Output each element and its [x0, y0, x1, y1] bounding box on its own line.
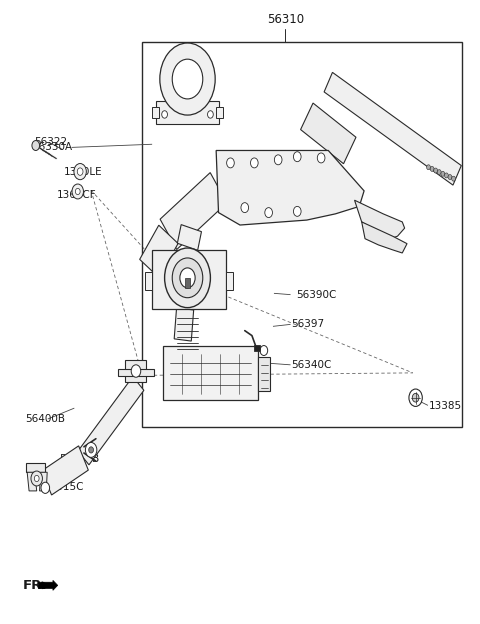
Polygon shape: [152, 250, 226, 309]
Polygon shape: [39, 472, 47, 491]
Text: 56400B: 56400B: [25, 414, 65, 424]
Circle shape: [72, 184, 84, 199]
Polygon shape: [174, 308, 193, 341]
Bar: [254, 345, 260, 351]
Circle shape: [77, 168, 83, 175]
Text: 56397: 56397: [291, 319, 324, 329]
Circle shape: [441, 172, 445, 176]
Text: 1350LE: 1350LE: [63, 167, 102, 177]
Circle shape: [251, 158, 258, 168]
Polygon shape: [226, 271, 233, 290]
Circle shape: [317, 153, 325, 163]
Bar: [258, 357, 270, 391]
Circle shape: [412, 393, 419, 402]
Circle shape: [444, 173, 448, 178]
Circle shape: [32, 140, 39, 150]
Circle shape: [34, 475, 39, 482]
Circle shape: [241, 203, 249, 213]
Polygon shape: [324, 72, 461, 185]
Polygon shape: [38, 580, 58, 590]
Circle shape: [293, 207, 301, 217]
Text: 56415C: 56415C: [43, 482, 84, 492]
Polygon shape: [160, 173, 227, 250]
Text: 56310: 56310: [267, 13, 304, 26]
Circle shape: [160, 43, 215, 115]
Circle shape: [409, 389, 422, 406]
Circle shape: [89, 447, 94, 453]
Polygon shape: [355, 200, 405, 239]
Polygon shape: [26, 463, 45, 472]
Polygon shape: [178, 225, 202, 250]
Circle shape: [172, 59, 203, 99]
Text: 13385: 13385: [429, 401, 462, 411]
Polygon shape: [362, 222, 407, 253]
Circle shape: [275, 155, 282, 165]
Text: 56340C: 56340C: [291, 360, 332, 370]
Polygon shape: [144, 271, 152, 290]
Bar: [163, 346, 258, 400]
Circle shape: [434, 168, 438, 173]
Circle shape: [227, 158, 234, 168]
Polygon shape: [152, 107, 159, 118]
Text: 56322: 56322: [34, 137, 67, 147]
Circle shape: [293, 152, 301, 162]
Polygon shape: [216, 150, 364, 225]
Text: 56330A: 56330A: [32, 142, 72, 152]
Polygon shape: [216, 107, 223, 118]
Polygon shape: [27, 472, 36, 491]
Circle shape: [165, 248, 210, 308]
Circle shape: [172, 258, 203, 298]
Polygon shape: [156, 101, 218, 124]
Circle shape: [180, 268, 195, 288]
Circle shape: [430, 167, 434, 172]
Polygon shape: [42, 446, 88, 495]
Circle shape: [452, 176, 456, 181]
Polygon shape: [125, 360, 146, 382]
Circle shape: [207, 110, 213, 118]
Polygon shape: [300, 103, 356, 163]
Circle shape: [85, 442, 97, 457]
Text: 56415B: 56415B: [60, 454, 100, 464]
Circle shape: [437, 170, 441, 175]
Circle shape: [74, 163, 86, 180]
Circle shape: [75, 188, 80, 195]
Circle shape: [265, 208, 273, 218]
Text: 56390C: 56390C: [296, 290, 336, 300]
Polygon shape: [78, 376, 144, 465]
Text: FR.: FR.: [23, 579, 48, 592]
Circle shape: [427, 165, 431, 170]
Circle shape: [162, 110, 168, 118]
Polygon shape: [118, 369, 154, 376]
Circle shape: [448, 175, 452, 180]
Circle shape: [41, 482, 49, 494]
Polygon shape: [140, 225, 178, 278]
Circle shape: [131, 365, 141, 378]
Text: 1360CF: 1360CF: [57, 190, 96, 200]
Bar: [142, 42, 462, 427]
Bar: [185, 278, 190, 288]
Circle shape: [31, 471, 42, 486]
Circle shape: [260, 346, 268, 356]
